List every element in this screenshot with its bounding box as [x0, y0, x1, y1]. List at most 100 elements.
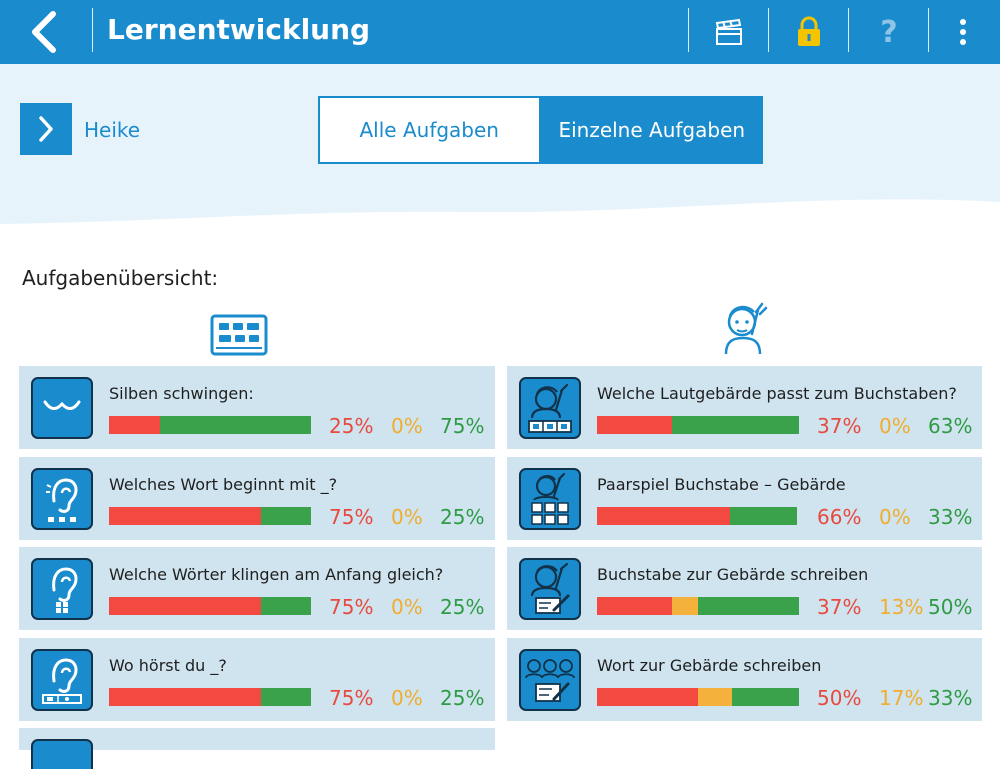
- syllable-wave-icon: [43, 400, 81, 410]
- gesture-pairs-icon: [531, 472, 569, 525]
- bar-segment-wrong: [597, 597, 672, 615]
- task-card[interactable]: Welches Wort beginnt mit _? 75% 0% 25%: [19, 457, 495, 540]
- tab-einzelne-aufgaben[interactable]: Einzelne Aufgaben: [540, 96, 763, 164]
- student-select-button[interactable]: [20, 103, 72, 155]
- task-icon-box: [31, 649, 93, 711]
- result-bar: [109, 688, 311, 706]
- percent-correct: 75%: [440, 414, 485, 438]
- task-name: Paarspiel Buchstabe – Gebärde: [597, 475, 846, 494]
- task-card[interactable]: Wort zur Gebärde schreiben 50% 17% 33%: [507, 638, 982, 721]
- task-card[interactable]: Buchstabe zur Gebärde schreiben 37% 13% …: [507, 547, 982, 630]
- task-name: Buchstabe zur Gebärde schreiben: [597, 565, 869, 584]
- divider: [928, 8, 929, 52]
- page-title: Lernentwicklung: [107, 13, 371, 46]
- bar-segment-correct: [159, 416, 311, 434]
- task-name: Silben schwingen:: [109, 384, 254, 403]
- task-icon-box: [519, 377, 581, 439]
- top-bar: Lernentwicklung ?: [0, 0, 1000, 64]
- bar-segment-wrong: [597, 507, 731, 525]
- task-name: Welche Wörter klingen am Anfang gleich?: [109, 565, 444, 584]
- clapperboard-icon: [715, 18, 742, 45]
- bar-segment-wrong: [109, 416, 160, 434]
- clapperboard-button[interactable]: [690, 8, 768, 56]
- bar-segment-wrong: [109, 507, 261, 525]
- ear-position-icon: [42, 658, 82, 704]
- task-card[interactable]: Paarspiel Buchstabe – Gebärde 66% 0% 33%: [507, 457, 982, 540]
- task-name: Welche Lautgebärde passt zum Buchstaben?: [597, 384, 957, 403]
- percent-partial: 0%: [391, 686, 423, 710]
- ear-grid-icon: [52, 567, 78, 613]
- percent-correct: 33%: [928, 505, 973, 529]
- task-card[interactable]: Welche Wörter klingen am Anfang gleich? …: [19, 547, 495, 630]
- gesture-write-icon: [530, 562, 570, 614]
- bar-segment-wrong: [109, 597, 261, 615]
- result-bar: [597, 416, 799, 434]
- percent-partial: 0%: [391, 595, 423, 619]
- tab-alle-aufgaben[interactable]: Alle Aufgaben: [318, 96, 541, 164]
- task-name: Wo hörst du _?: [109, 656, 227, 675]
- bar-segment-correct: [260, 597, 311, 615]
- task-name: Welches Wort beginnt mit _?: [109, 475, 338, 494]
- help-button[interactable]: ?: [880, 14, 898, 50]
- result-bar: [109, 597, 311, 615]
- percent-correct: 25%: [440, 686, 485, 710]
- view-toggle: Alle Aufgaben Einzelne Aufgaben: [318, 96, 763, 164]
- gesture-abc-icon: [528, 383, 572, 433]
- bar-segment-partial: [671, 597, 698, 615]
- bar-segment-correct: [730, 507, 797, 525]
- percent-partial: 17%: [879, 686, 924, 710]
- bar-segment-correct: [732, 688, 799, 706]
- student-name[interactable]: Heike: [84, 118, 141, 142]
- task-icon-box: [31, 377, 93, 439]
- task-icon-box: [519, 468, 581, 530]
- task-icon-box: [31, 558, 93, 620]
- task-icon-box: [519, 649, 581, 711]
- percent-wrong: 37%: [817, 414, 862, 438]
- bar-segment-correct: [671, 416, 799, 434]
- percent-partial: 0%: [391, 505, 423, 529]
- percent-wrong: 75%: [329, 686, 374, 710]
- bar-segment-wrong: [597, 416, 672, 434]
- more-vertical-icon: [960, 19, 966, 45]
- bar-segment-partial: [698, 688, 733, 706]
- percent-correct: 63%: [928, 414, 973, 438]
- percent-partial: 13%: [879, 595, 924, 619]
- percent-correct: 33%: [928, 686, 973, 710]
- task-card[interactable]: Wo hörst du _? 75% 0% 25%: [19, 638, 495, 721]
- sign-gesture-icon: [724, 302, 768, 355]
- task-icon-box: [519, 558, 581, 620]
- percent-correct: 25%: [440, 595, 485, 619]
- back-button[interactable]: [18, 6, 70, 58]
- percent-wrong: 25%: [329, 414, 374, 438]
- percent-correct: 25%: [440, 505, 485, 529]
- result-bar: [109, 507, 311, 525]
- letters-board-icon: [210, 314, 268, 356]
- lock-button[interactable]: [770, 8, 848, 56]
- percent-wrong: 66%: [817, 505, 862, 529]
- task-card-partial[interactable]: [19, 728, 495, 769]
- divider: [688, 8, 689, 52]
- task-icon-box: [31, 468, 93, 530]
- bar-segment-correct: [260, 507, 311, 525]
- result-bar: [597, 597, 799, 615]
- task-icon-box: [31, 739, 93, 769]
- divider: [768, 8, 769, 52]
- ear-dots-icon: [46, 478, 78, 522]
- percent-partial: 0%: [879, 505, 911, 529]
- gestures-word-icon: [525, 659, 575, 702]
- chevron-right-icon: [39, 116, 53, 142]
- percent-partial: 0%: [879, 414, 911, 438]
- bar-segment-correct: [697, 597, 799, 615]
- divider: [848, 8, 849, 52]
- lock-icon: [798, 16, 820, 46]
- task-name: Wort zur Gebärde schreiben: [597, 656, 822, 675]
- chevron-left-icon: [32, 11, 56, 53]
- bar-segment-wrong: [597, 688, 698, 706]
- task-card[interactable]: Silben schwingen: 25% 0% 75%: [19, 366, 495, 449]
- section-title: Aufgabenübersicht:: [22, 266, 219, 290]
- percent-wrong: 75%: [329, 595, 374, 619]
- percent-wrong: 75%: [329, 505, 374, 529]
- more-menu-button[interactable]: [930, 8, 996, 56]
- percent-partial: 0%: [391, 414, 423, 438]
- task-card[interactable]: Welche Lautgebärde passt zum Buchstaben?…: [507, 366, 982, 449]
